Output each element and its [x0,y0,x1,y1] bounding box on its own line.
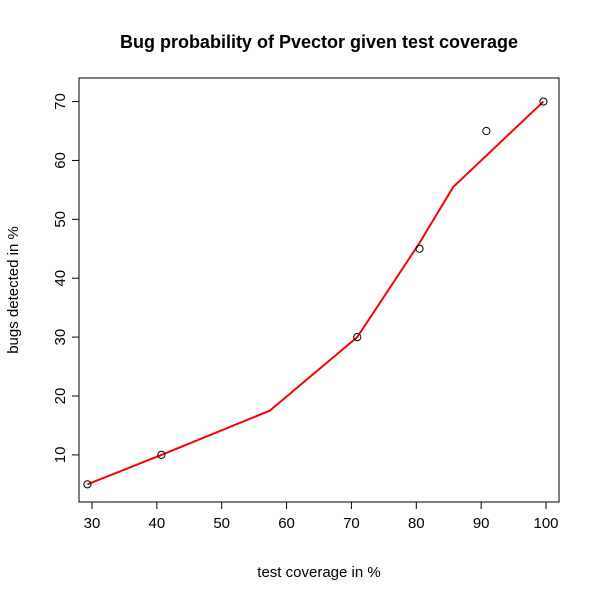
data-point [157,450,166,459]
y-tick-label: 60 [52,152,69,169]
data-point [539,97,548,106]
x-axis-label: test coverage in % [257,564,380,581]
x-tick-label: 90 [473,515,490,532]
x-axis: 30 40 50 60 70 80 90 100 [84,502,559,532]
x-tick-label: 40 [148,515,165,532]
data-point [353,333,362,342]
plot-frame [78,77,560,503]
x-tick-label: 80 [408,515,425,532]
data-point [83,480,92,489]
x-tick-label: 60 [278,515,295,532]
y-tick-label: 30 [52,329,69,346]
data-point [415,244,424,253]
y-axis: 10 20 30 40 50 60 70 [52,93,79,463]
fit-line [87,100,545,486]
x-tick-label: 50 [213,515,230,532]
x-tick-label: 30 [84,515,101,532]
y-axis-label: bugs detected in % [5,226,22,354]
fit-line-series [87,100,545,486]
y-tick-label: 10 [52,447,69,464]
y-tick-label: 40 [52,270,69,287]
scatter-series [83,97,548,489]
chart-title: Bug probability of Pvector given test co… [120,32,518,52]
y-tick-label: 70 [52,93,69,110]
data-point [482,126,491,136]
y-tick-label: 50 [52,211,69,228]
x-tick-label: 70 [343,515,360,532]
y-tick-label: 20 [52,388,69,405]
x-tick-label: 100 [534,515,559,532]
